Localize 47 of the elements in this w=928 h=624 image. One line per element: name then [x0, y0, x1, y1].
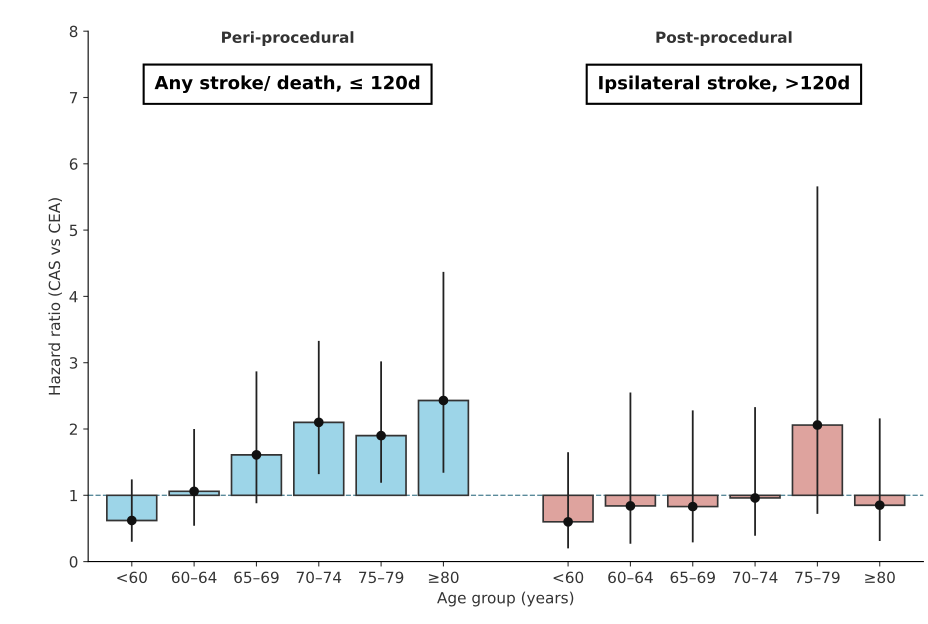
x-tick-label: <60 — [117, 572, 147, 584]
x-tick-label: ≥80 — [428, 572, 459, 584]
point — [314, 418, 324, 428]
point — [189, 486, 199, 496]
y-tick-label: 2 — [70, 423, 77, 435]
y-tick-label: 6 — [70, 158, 78, 170]
point — [812, 420, 822, 430]
x-tick-label: 70–74 — [296, 572, 342, 584]
point — [750, 493, 760, 503]
bar — [792, 424, 844, 496]
x-tick-label: 60–64 — [172, 572, 217, 584]
point — [563, 516, 573, 527]
annotation: Post-procedural — [656, 31, 792, 46]
annotation: Peri-procedural — [222, 31, 354, 46]
x-tick-label: 70–74 — [733, 572, 778, 584]
y-tick-label: 5 — [70, 224, 78, 236]
point — [252, 450, 262, 460]
x-tick-label: 65–69 — [234, 572, 279, 584]
bar — [355, 434, 407, 496]
point — [438, 396, 448, 406]
y-tick-label: 4 — [69, 291, 78, 302]
x-tick-label: 75–79 — [359, 572, 404, 584]
x-tick-label: ≥80 — [865, 572, 895, 584]
bar — [418, 400, 470, 496]
x-tick-label: 60–64 — [608, 572, 653, 584]
point — [626, 501, 636, 511]
y-tick-label: 7 — [70, 92, 78, 104]
y-axis-title: Hazard ratio (CAS vs CEA) — [48, 198, 62, 394]
x-tick-label: <60 — [554, 572, 584, 584]
y-tick-label: 8 — [70, 26, 78, 38]
y-tick-label: 3 — [70, 357, 78, 369]
bar — [293, 422, 345, 496]
y-tick-label: 0 — [70, 556, 78, 568]
point — [376, 430, 386, 440]
y-tick-label: 1 — [70, 490, 78, 502]
bar — [666, 494, 719, 508]
x-axis-title: Age group (years) — [437, 592, 574, 606]
x-tick-label: 75–79 — [795, 572, 840, 584]
annotation: Ipsilateral stroke, >120d — [599, 76, 849, 93]
bar — [542, 494, 594, 523]
annotation: Any stroke/ death, ≤ 120d — [154, 75, 420, 94]
x-tick-label: 65–69 — [670, 572, 715, 584]
bar — [230, 454, 282, 496]
point — [688, 502, 698, 512]
point — [126, 516, 137, 526]
point — [874, 500, 885, 510]
bar — [106, 494, 158, 522]
